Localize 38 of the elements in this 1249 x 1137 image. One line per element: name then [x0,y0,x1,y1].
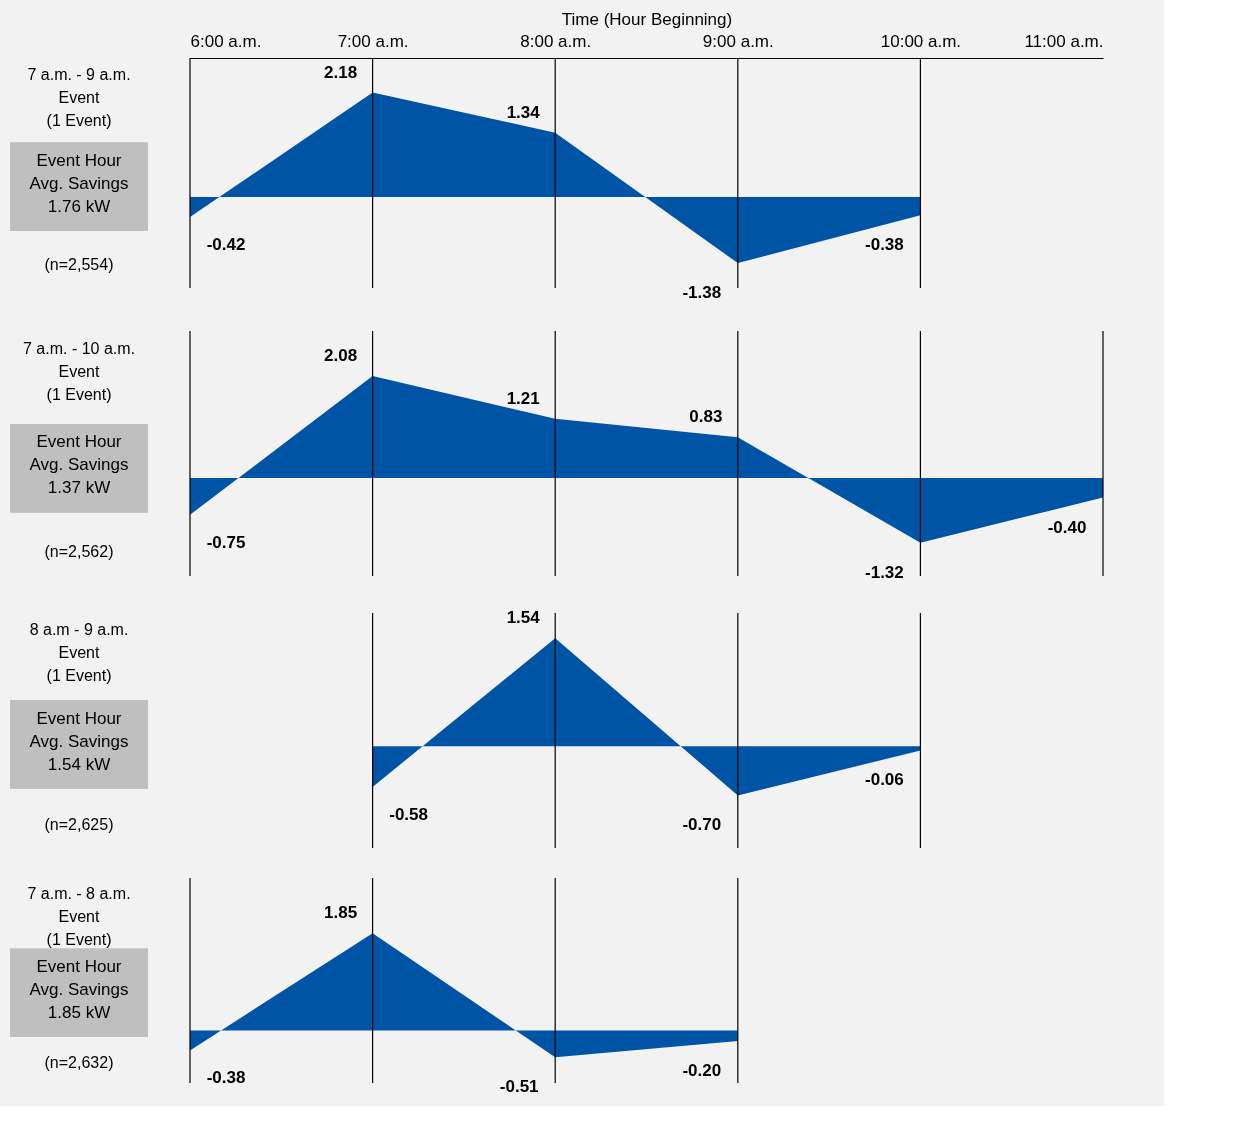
text: (n=2,632) [44,1053,114,1071]
x-tick-label: 7:00 a.m. [337,31,409,51]
data-label: -0.51 [499,1077,539,1097]
x-tick-label: 11:00 a.m. [1024,31,1104,51]
text: Event Hour Avg. Savings 1.85 kW [29,956,129,1022]
text: Event Hour Avg. Savings 1.76 kW [29,150,129,216]
data-label: 1.34 [506,102,541,122]
data-label: -0.38 [206,1068,246,1088]
text: 7 a.m. - 8 a.m. Event (1 Event) [27,885,131,949]
data-label: 2.08 [324,346,358,366]
text: (n=2,625) [44,815,114,833]
data-label: -0.70 [682,815,722,835]
text: 7 a.m. - 10 a.m. Event (1 Event) [22,339,136,403]
text: 7 a.m. - 9 a.m. Event (1 Event) [27,66,131,130]
data-label: -0.42 [206,235,246,255]
data-label: -0.75 [206,532,246,552]
data-label: -0.38 [865,235,904,255]
data-label: -0.20 [682,1060,722,1080]
x-tick-label: 9:00 a.m. [702,31,774,51]
data-label: -0.40 [1047,517,1087,537]
data-label: -0.06 [865,770,904,790]
text: Event Hour Avg. Savings 1.54 kW [29,708,129,774]
data-label: 1.54 [506,608,541,628]
text: (n=2,562) [44,542,114,560]
text: Event Hour Avg. Savings 1.37 kW [29,432,129,498]
data-label: -1.38 [682,283,722,303]
x-tick-label: 10:00 a.m. [880,31,962,51]
x-tick-label: 8:00 a.m. [520,31,592,51]
data-label: -1.32 [865,562,904,582]
data-label: 1.85 [324,903,358,923]
data-label: -0.58 [389,804,428,824]
x-tick-label: 6:00 a.m. [190,31,262,51]
x-axis-title: Time (Hour Beginning) [561,9,733,29]
data-label: 0.83 [689,407,723,427]
text: 8 a.m - 9 a.m. Event (1 Event) [29,621,129,685]
data-label: 1.21 [506,388,540,408]
text: (n=2,554) [44,256,114,273]
data-label: 2.18 [324,62,358,82]
